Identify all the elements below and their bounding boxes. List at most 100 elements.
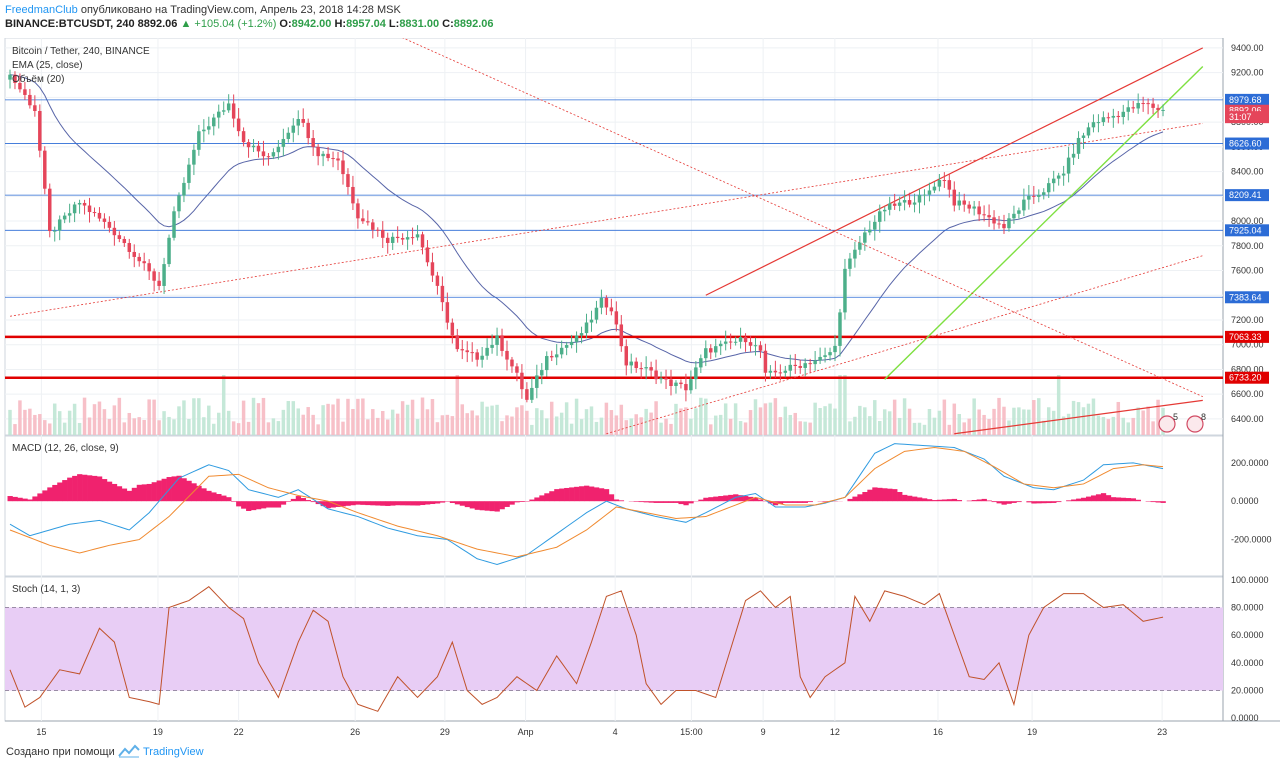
macd-histogram-bar [449,501,456,504]
price-tick-label: 9400.00 [1231,43,1264,53]
macd-histogram-bar [1081,497,1087,502]
macd-histogram-bar [1026,501,1032,503]
macd-histogram-bar [1056,501,1062,503]
volume-bar [1131,417,1135,435]
candle-body [445,302,450,323]
candle-body [699,358,703,368]
candle-body [718,343,723,347]
macd-histogram-bar [1001,501,1007,505]
macd-histogram-bar [902,494,908,502]
volume-bar [1056,375,1061,435]
candle-body [1136,103,1140,109]
footer: Создано при помощи TradingView [0,740,1280,768]
candle-body [405,237,410,240]
macd-histogram-bar [499,501,505,510]
volume-bar [674,403,678,435]
volume-bar [212,423,216,435]
candle-body [1076,137,1081,154]
volume-bar [773,398,778,435]
volume-bar [917,422,922,435]
candle-body [505,350,509,360]
volume-bar [530,424,534,435]
time-tick-label: 19 [153,727,163,737]
macd-histogram-bar [1120,497,1127,502]
volume-bar [1101,416,1106,435]
macd-histogram-bar [966,500,972,502]
volume-bar [1012,407,1016,435]
candle-body [1027,195,1031,200]
macd-histogram-bar [32,496,38,502]
macd-histogram-bar [792,501,799,503]
volume-bar [480,401,484,435]
volume-bar [515,407,519,435]
candle-body [256,145,261,152]
volume-bar [559,412,564,435]
candle-body [271,152,276,157]
macd-histogram-bar [996,501,1002,504]
price-tick-label: 8000.00 [1231,216,1264,226]
volume-bar [28,408,32,435]
volume-bar [654,401,658,435]
event-count: 5 [1173,412,1178,422]
candle-body [709,348,713,353]
volume-bar [599,417,604,435]
chart-area[interactable]: 6400.006600.006800.007000.007200.007400.… [0,38,1280,740]
candle-body [967,204,971,209]
macd-histogram-bar [847,498,853,502]
candle-body [808,363,812,365]
candle-body [743,337,748,343]
candle-body [997,223,1001,225]
macd-histogram-bar [305,500,311,502]
candle-body [107,221,112,228]
macd-histogram-bar [211,492,217,502]
volume-bar [604,402,609,435]
volume-bar [381,411,385,435]
macd-histogram-bar [1011,501,1017,503]
volume-bar [1136,407,1140,435]
candle-body [465,350,469,353]
candle-body [236,118,241,132]
candle-body [858,242,862,250]
volume-bar [127,412,132,435]
candle-body [415,234,420,238]
candle-body [67,213,72,216]
volume-bar [67,410,72,435]
candle-body [192,149,196,165]
candle-body [226,103,231,111]
candle-body [48,188,52,232]
open-value: 8942.00 [291,18,332,30]
candle-body [863,232,867,243]
macd-histogram-bar [698,499,704,502]
macd-histogram-bar [554,489,560,502]
candle-body [833,345,837,353]
candle-body [400,238,405,240]
volume-bar [704,398,708,435]
volume-bar [57,411,62,435]
macd-histogram-bar [47,487,53,502]
stoch-tick-label: 100.0000 [1231,575,1269,585]
macd-histogram-bar [335,501,341,507]
candle-body [261,151,266,157]
candle-body [177,195,181,212]
volume-bar [147,399,151,435]
time-tick-label: 4 [613,727,618,737]
candle-body [221,110,226,112]
macd-histogram-bar [479,501,485,511]
candle-body [1161,109,1165,111]
volume-bar [475,415,479,435]
volume-bar [207,405,211,435]
volume-bar [52,403,57,435]
author-link[interactable]: FreedmanClub [5,4,78,16]
candle-body [619,324,624,347]
volume-bar [783,406,788,435]
macd-histogram-bar [52,484,58,502]
candle-body [371,222,375,230]
footer-brand-link[interactable]: TradingView [143,746,204,758]
time-tick-label: 16 [933,727,943,737]
close-label: C: [442,18,454,30]
macd-histogram-bar [638,501,644,503]
candle-body [82,202,87,206]
volume-bar [873,400,877,435]
macd-histogram-bar [857,494,863,502]
volume-bar [1116,401,1121,435]
